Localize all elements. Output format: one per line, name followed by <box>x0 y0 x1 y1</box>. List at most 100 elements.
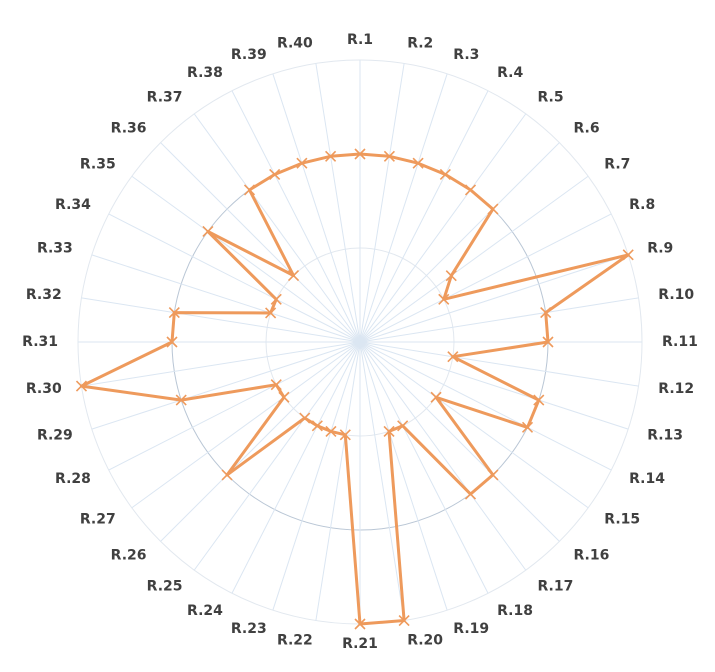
grid-spoke <box>315 63 361 343</box>
category-label: R.32 <box>26 287 62 303</box>
data-point <box>75 380 88 392</box>
category-label: R.16 <box>574 548 610 564</box>
data-point <box>622 249 634 261</box>
data-point <box>269 168 281 181</box>
data-point <box>412 157 424 169</box>
grid-spoke <box>81 297 361 343</box>
category-label: R.2 <box>407 36 433 52</box>
category-label: R.38 <box>187 65 223 81</box>
data-point <box>278 391 290 403</box>
data-point <box>168 307 180 319</box>
category-label: R.13 <box>647 427 683 443</box>
data-point <box>270 293 282 305</box>
grid-spoke <box>359 213 612 343</box>
data-point <box>438 293 450 305</box>
data-point <box>487 469 499 481</box>
grid-spoke <box>359 341 589 509</box>
data-point <box>487 203 499 215</box>
category-label: R.4 <box>497 65 523 81</box>
data-point <box>166 336 178 348</box>
grid-spoke <box>359 113 527 343</box>
grid-spoke <box>359 73 448 343</box>
grid-spoke <box>359 341 612 471</box>
data-point <box>439 168 451 181</box>
data-point <box>542 336 554 348</box>
data-point <box>533 394 545 406</box>
grid-spoke <box>359 63 405 343</box>
data-point <box>383 150 395 162</box>
data-point <box>521 421 534 433</box>
grid-spoke <box>359 341 527 571</box>
data-point <box>202 225 214 238</box>
data-point <box>325 425 337 437</box>
data-point <box>325 150 337 162</box>
grid-spoke <box>160 341 361 542</box>
category-label: R.35 <box>80 157 116 173</box>
category-label: R.28 <box>55 471 91 487</box>
data-point <box>287 269 300 282</box>
data-point <box>540 307 552 319</box>
grid-spoke <box>131 341 361 509</box>
category-label: R.40 <box>277 36 313 52</box>
grid-spoke <box>91 341 361 430</box>
category-label: R.31 <box>22 334 58 350</box>
data-point <box>447 351 459 363</box>
data-point <box>397 420 409 432</box>
category-label: R.21 <box>342 636 378 652</box>
category-label: R.26 <box>111 548 147 564</box>
category-label: R.36 <box>111 121 147 137</box>
grid-spoke <box>131 175 361 343</box>
category-label: R.30 <box>26 381 62 397</box>
grid-spoke <box>315 341 361 621</box>
category-label: R.6 <box>574 121 600 137</box>
category-label: R.22 <box>277 632 313 648</box>
category-label: R.9 <box>647 241 673 257</box>
series-group <box>75 148 634 630</box>
category-label: R.19 <box>453 621 489 637</box>
category-label: R.10 <box>658 287 694 303</box>
category-label: R.18 <box>497 603 533 619</box>
data-point <box>299 412 311 424</box>
grid-spoke <box>359 341 560 542</box>
category-label: R.34 <box>55 197 91 213</box>
grid-spoke <box>359 341 405 621</box>
grid-spoke <box>359 142 560 343</box>
category-label: R.7 <box>604 157 630 173</box>
category-label: R.17 <box>538 578 574 594</box>
data-point <box>221 469 233 481</box>
data-point <box>354 618 366 630</box>
category-label: R.24 <box>187 603 223 619</box>
grid-spoke <box>81 341 361 387</box>
data-point <box>464 184 477 196</box>
grid-spoke <box>160 142 361 343</box>
grid-spoke <box>359 175 589 343</box>
data-point <box>243 184 256 196</box>
category-label: R.3 <box>453 47 479 63</box>
data-point <box>398 614 410 627</box>
grid-spoke <box>193 341 361 571</box>
grid-spoke <box>231 341 361 594</box>
category-label: R.25 <box>147 578 183 594</box>
radar-grid <box>77 59 643 625</box>
data-point <box>311 420 323 432</box>
data-point <box>175 394 187 406</box>
category-label: R.27 <box>80 512 116 528</box>
data-point <box>383 425 395 437</box>
category-label: R.20 <box>407 632 443 648</box>
grid-spoke <box>359 341 489 594</box>
grid-spoke <box>272 73 361 343</box>
grid-spoke <box>359 254 629 343</box>
category-label: R.14 <box>629 471 665 487</box>
grid-spoke <box>108 213 361 343</box>
category-label: R.39 <box>231 47 267 63</box>
category-label: R.33 <box>37 241 73 257</box>
category-label: R.1 <box>347 32 373 48</box>
category-label: R.29 <box>37 427 73 443</box>
category-label: R.23 <box>231 621 267 637</box>
grid-spoke <box>359 341 639 387</box>
category-label: R.5 <box>538 90 564 106</box>
data-point <box>445 270 457 282</box>
category-label: R.12 <box>658 381 694 397</box>
data-point <box>430 391 442 403</box>
